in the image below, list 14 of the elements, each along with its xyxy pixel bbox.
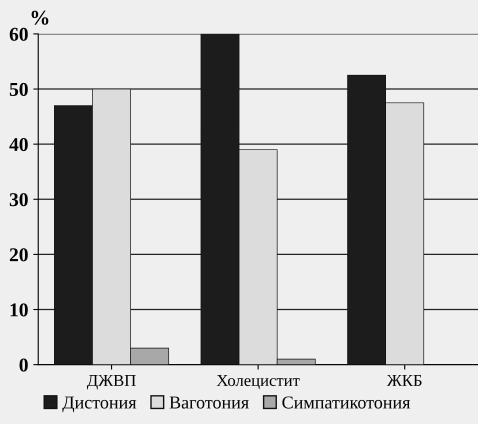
y-tick-label: 50: [10, 82, 28, 96]
y-tick-label: 10: [10, 303, 28, 316]
y-tick-label: 60: [10, 28, 28, 41]
x-tick-label: ЖКБ: [386, 375, 422, 386]
legend-label: Дистония: [62, 396, 136, 412]
x-tick-label: Холецистит: [216, 375, 300, 390]
legend-label: Ваготония: [170, 396, 249, 409]
y-tick-label: 30: [10, 193, 28, 206]
x-tick-label: ДЖВП: [86, 375, 136, 390]
y-axis-title: %: [32, 10, 48, 25]
y-tick-label: 20: [10, 248, 28, 262]
y-tick-label: 40: [9, 138, 28, 152]
y-tick-label: 0: [20, 358, 28, 372]
legend-label: Симпатикотония: [282, 396, 410, 409]
